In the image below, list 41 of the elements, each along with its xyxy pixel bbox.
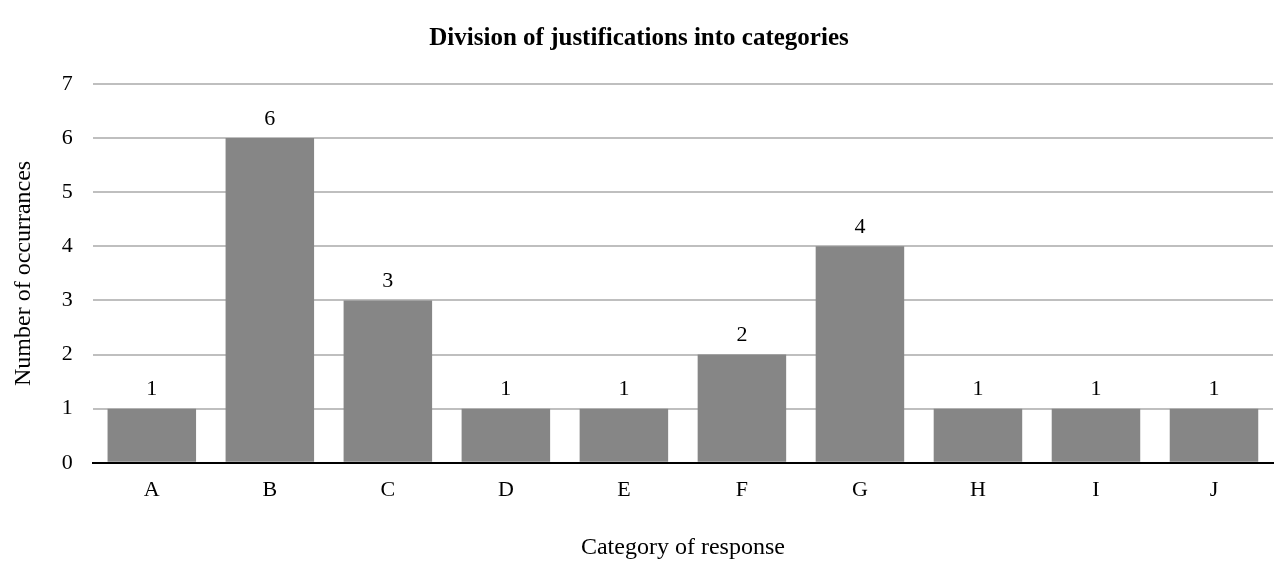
- y-tick-label: 4: [61, 232, 73, 258]
- x-tick-label: C: [380, 475, 396, 501]
- x-tick-label: F: [735, 475, 749, 501]
- bar: [1051, 408, 1141, 462]
- data-label: 1: [500, 375, 512, 401]
- y-tick-label: 2: [61, 340, 73, 366]
- bar: [697, 354, 787, 462]
- data-label: 4: [854, 213, 866, 239]
- y-axis-title: Number of occurrances: [8, 160, 35, 387]
- bar: [461, 408, 551, 462]
- bar: [107, 408, 197, 462]
- y-tick-label: 3: [61, 286, 73, 312]
- bar: [343, 300, 433, 462]
- y-tick-label: 7: [61, 69, 73, 95]
- data-label: 1: [618, 375, 630, 401]
- bar: [579, 408, 669, 462]
- x-tick-label: B: [262, 475, 278, 501]
- data-label: 3: [382, 267, 394, 293]
- y-tick-label: 0: [61, 448, 73, 474]
- bar: [815, 246, 905, 462]
- bar: [1169, 408, 1259, 462]
- bar: [933, 408, 1023, 462]
- y-tick-label: 6: [61, 123, 73, 149]
- x-tick-label: J: [1209, 475, 1219, 501]
- y-tick-label: 1: [61, 394, 73, 420]
- bar: [225, 138, 315, 462]
- data-label: 2: [736, 321, 748, 347]
- x-axis-title: Category of response: [580, 532, 785, 559]
- data-label: 1: [972, 375, 984, 401]
- y-tick-label: 5: [61, 178, 73, 204]
- x-tick-label: I: [1092, 475, 1100, 501]
- data-label: 1: [146, 375, 158, 401]
- x-tick-label: A: [143, 475, 160, 501]
- x-tick-label: G: [851, 475, 868, 501]
- data-label: 1: [1208, 375, 1220, 401]
- x-tick-label: E: [617, 475, 631, 501]
- chart-title: Division of justifications into categories: [429, 23, 849, 51]
- x-tick-label: H: [970, 475, 986, 501]
- x-tick-label: D: [497, 475, 514, 501]
- data-label: 6: [264, 104, 276, 130]
- data-label: 1: [1090, 375, 1102, 401]
